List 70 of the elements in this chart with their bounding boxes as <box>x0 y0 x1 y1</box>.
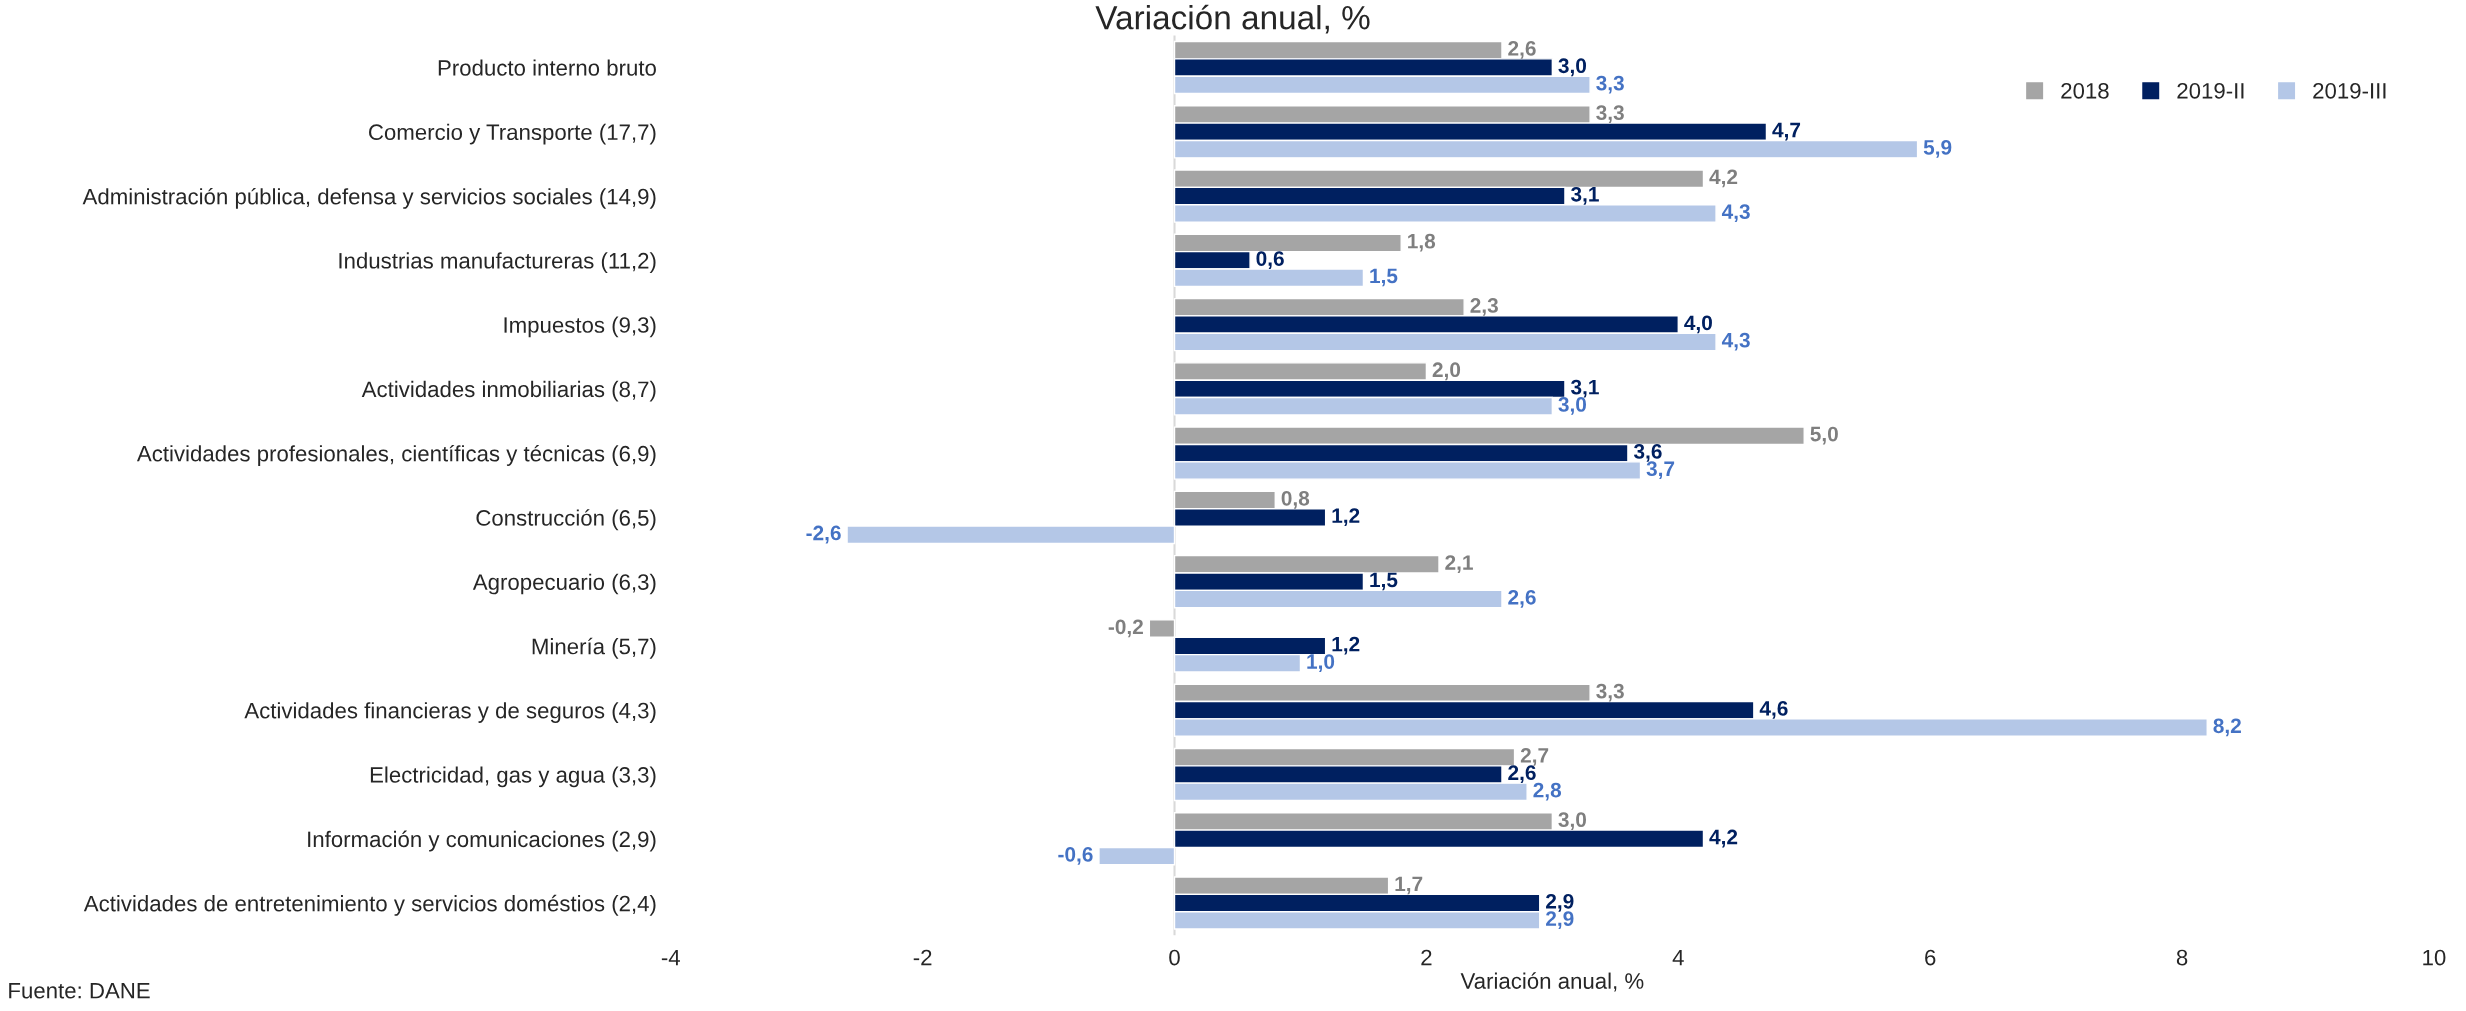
data-label: 3,0 <box>1558 812 1587 831</box>
data-label: 2,9 <box>1546 911 1574 930</box>
x-tick-label: 6 <box>1925 949 1936 966</box>
data-label: 3,3 <box>1596 75 1624 94</box>
data-label: 2,6 <box>1508 589 1536 608</box>
data-label: 3,1 <box>1570 379 1599 398</box>
data-label: 3,3 <box>1596 105 1624 124</box>
data-label: 2,7 <box>1520 747 1549 766</box>
data-label: 1,2 <box>1332 508 1360 527</box>
data-label: 3,0 <box>1558 58 1587 77</box>
data-label: 1,8 <box>1408 233 1436 252</box>
data-label: 8,2 <box>2213 718 2241 737</box>
data-label: 3,1 <box>1570 186 1599 205</box>
y-tick-label: Industrias manufactureras (11,2) <box>339 252 656 273</box>
data-label: 4,3 <box>1721 204 1750 223</box>
data-label: 4,3 <box>1721 332 1750 351</box>
x-tick-label: 8 <box>2176 949 2188 966</box>
x-axis-title: Variación anual, % <box>1460 972 1644 992</box>
y-tick-label: Impuestos (9,3) <box>504 316 656 338</box>
data-label: 2,0 <box>1432 362 1461 381</box>
data-label: 5,9 <box>1923 139 1952 158</box>
data-label: 1,5 <box>1370 572 1398 591</box>
y-tick-label: Administración pública, defensa y servicios sociales (14,9) <box>82 187 656 209</box>
y-tick-label: Comercio y Transporte (17,7) <box>369 123 656 145</box>
data-label: 3,3 <box>1596 683 1624 702</box>
x-tick-label: 0 <box>1169 949 1180 966</box>
y-tick-label: Minería (5,7) <box>532 637 656 659</box>
y-tick-label: Actividades profesionales, científicas y técnicas (6,9) <box>136 444 656 466</box>
data-label: -0,6 <box>1058 846 1093 865</box>
data-label: 4,6 <box>1759 701 1788 719</box>
legend-label: 2019-II <box>2177 82 2244 99</box>
y-tick-label: Información y comunicaciones (2,9) <box>308 830 656 852</box>
data-label: 3,6 <box>1633 443 1662 462</box>
y-tick-label: Actividades inmobiliarias (8,7) <box>361 380 656 402</box>
data-label: 1,2 <box>1332 636 1360 655</box>
data-label: 0,6 <box>1256 251 1284 269</box>
source-note: Fuente: DANE <box>9 983 150 999</box>
data-label: 2,6 <box>1508 765 1536 784</box>
x-tick-label: 4 <box>1672 949 1684 966</box>
data-label: -2,6 <box>806 525 841 544</box>
y-tick-label: Actividades financieras y de seguros (4,3) <box>244 702 656 723</box>
data-label: 3,0 <box>1558 397 1587 415</box>
data-label: 2,9 <box>1546 893 1574 912</box>
y-tick-label: Agropecuario (6,3) <box>472 573 656 595</box>
data-label: 4,2 <box>1709 169 1738 188</box>
data-label: 1,0 <box>1307 654 1335 672</box>
x-tick-label: 2 <box>1421 949 1432 966</box>
data-label: 2,3 <box>1470 298 1498 316</box>
data-label: 4,7 <box>1772 122 1801 141</box>
data-label: 2,1 <box>1445 555 1473 573</box>
data-label: 3,7 <box>1646 461 1675 480</box>
data-label: 4,2 <box>1709 829 1738 848</box>
data-label: 0,8 <box>1281 490 1310 509</box>
x-tick-label: -4 <box>661 949 680 966</box>
y-tick-label: Electricidad, gas y agua (3,3) <box>370 766 656 788</box>
chart-title: Variación anual, % <box>1095 4 1370 34</box>
x-tick-label: -2 <box>913 949 932 966</box>
data-label: 2,8 <box>1533 782 1562 801</box>
data-label: 1,7 <box>1395 876 1423 895</box>
data-label: 1,5 <box>1370 268 1398 287</box>
y-tick-label: Construcción (6,5) <box>476 509 656 531</box>
data-label: 5,0 <box>1810 426 1838 445</box>
y-tick-label: Producto interno bruto <box>438 59 656 76</box>
y-tick-label: Actividades de entretenimiento y servicios doméstios (2,4) <box>83 894 656 916</box>
legend-label: 2019-III <box>2313 82 2386 99</box>
data-label: -0,2 <box>1108 619 1143 638</box>
data-label: 4,0 <box>1684 315 1712 334</box>
x-tick-label: 10 <box>2423 949 2446 966</box>
legend-label: 2018 <box>2061 82 2109 99</box>
data-label: 2,6 <box>1508 41 1536 59</box>
